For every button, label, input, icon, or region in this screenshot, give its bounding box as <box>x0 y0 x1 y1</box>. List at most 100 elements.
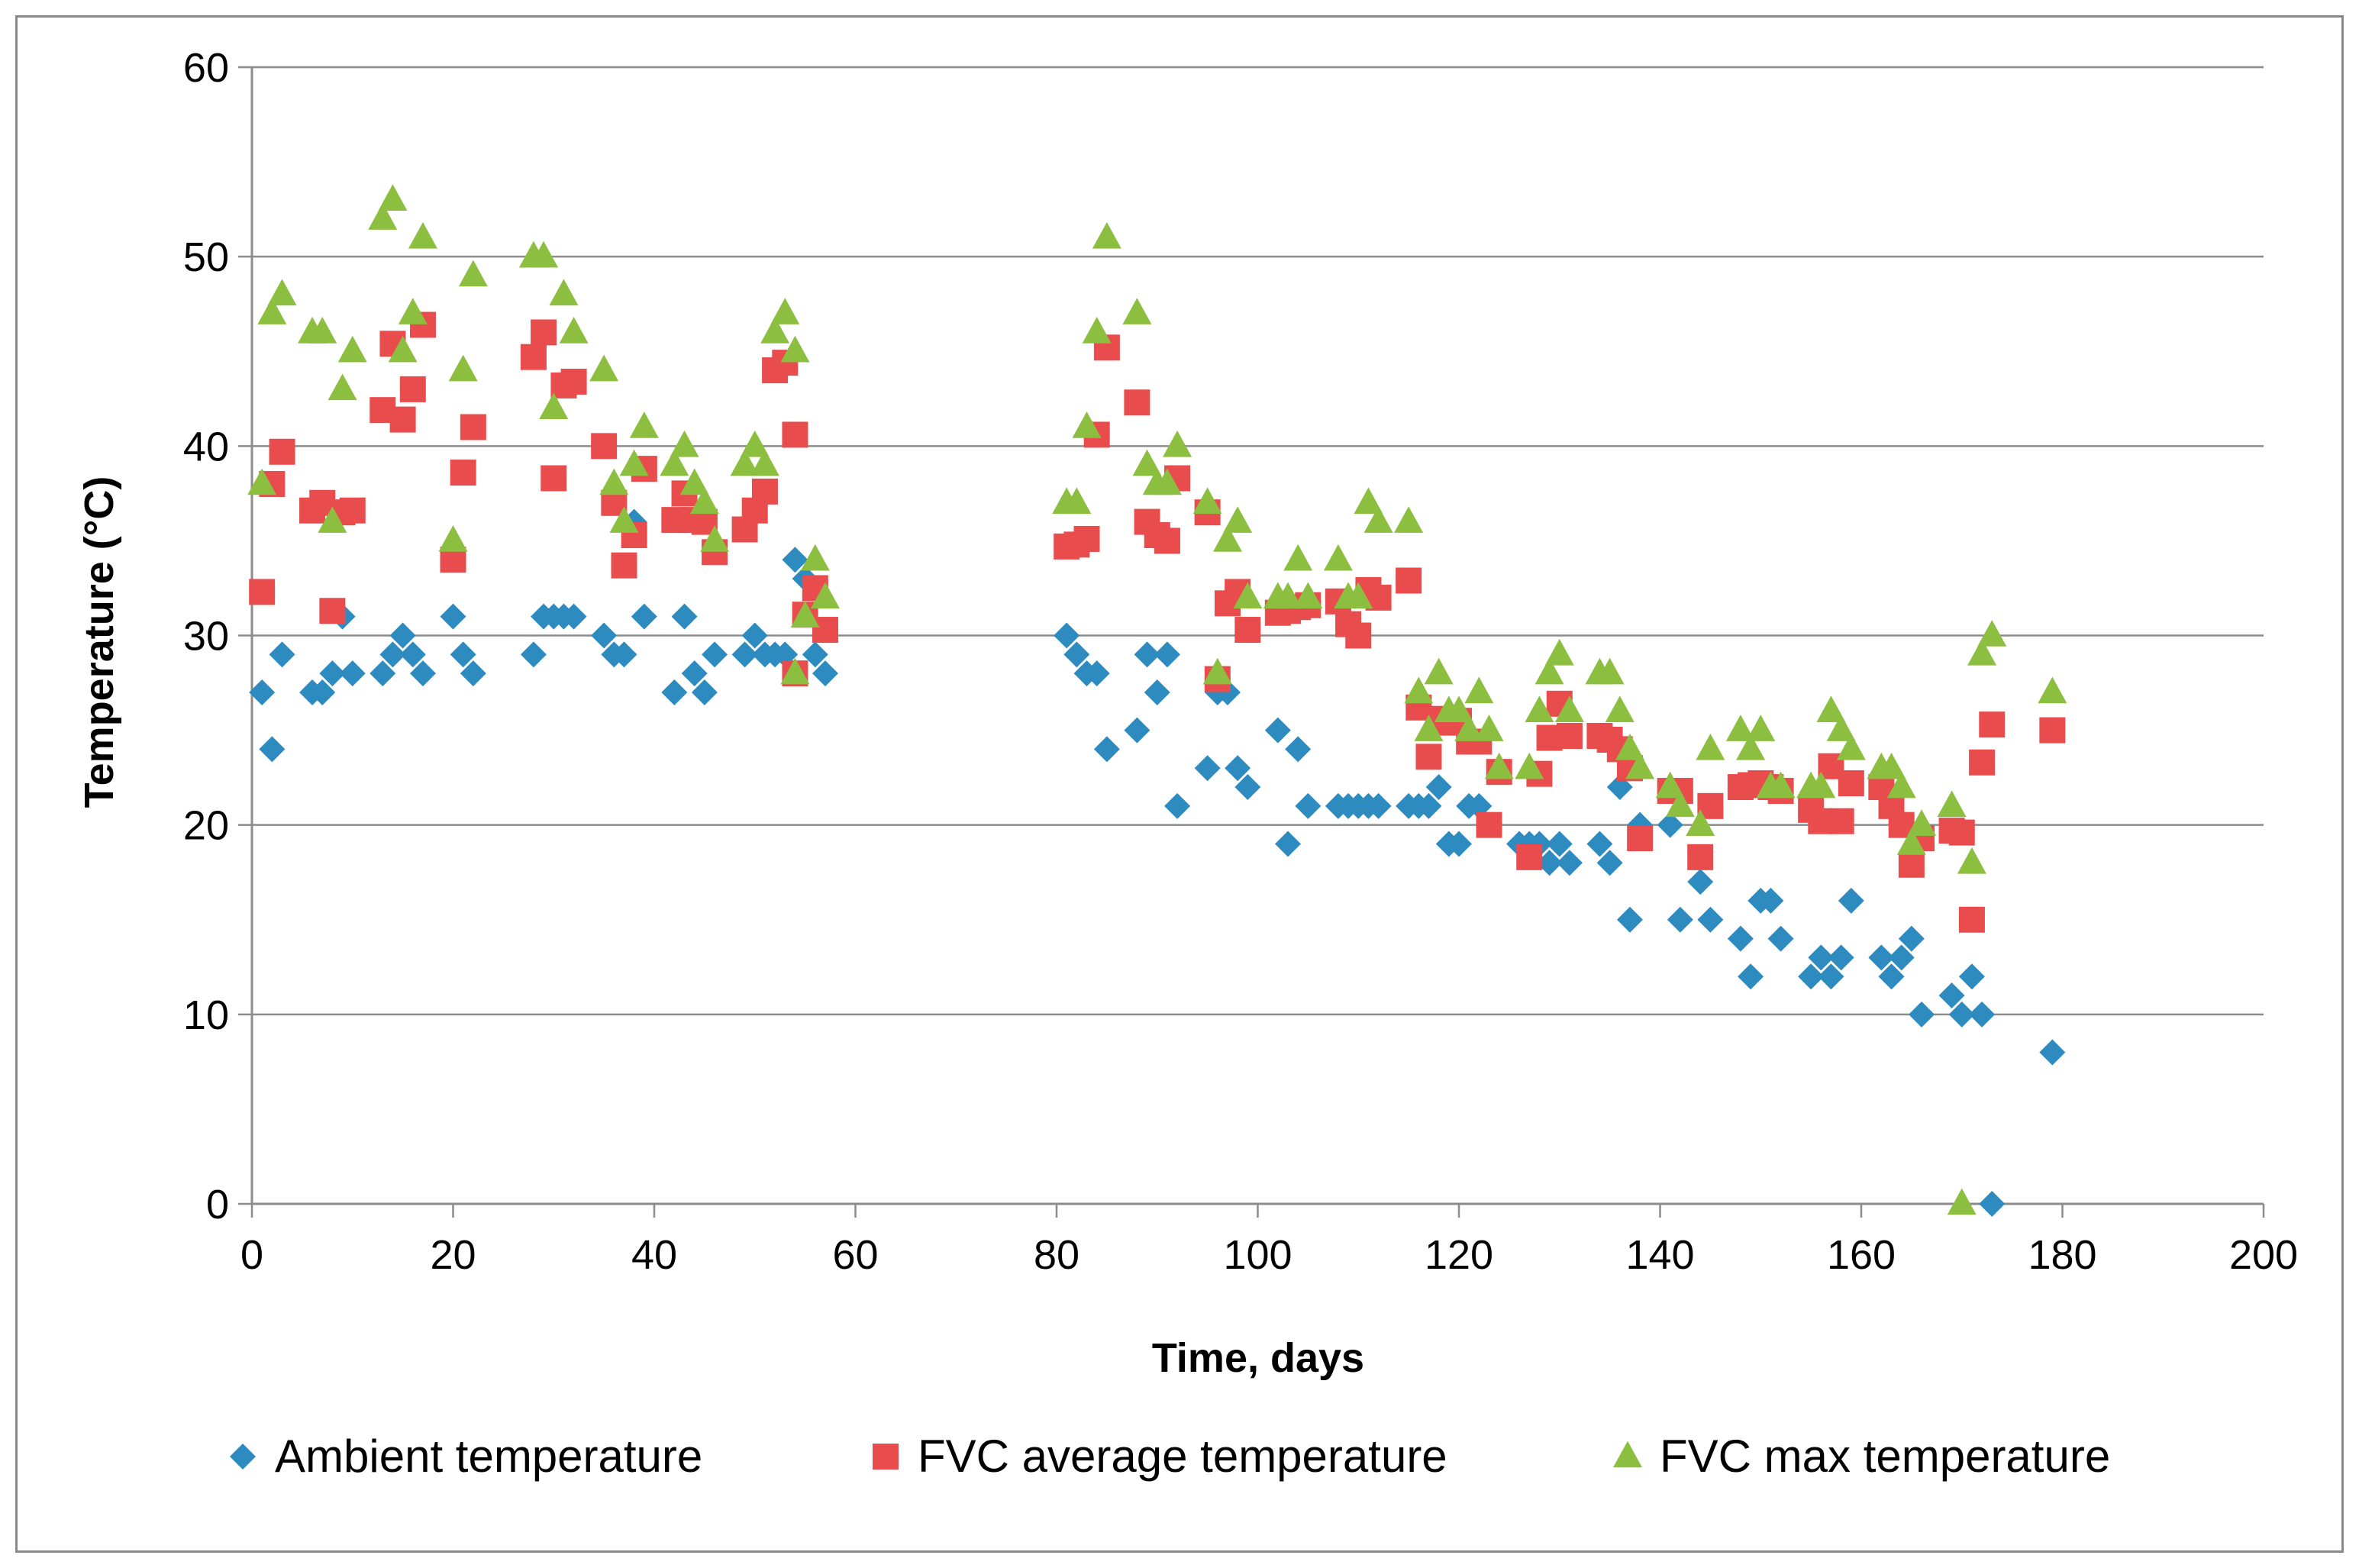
point-diamond-13 <box>440 603 466 630</box>
legend-label-0: Ambient temperature <box>275 1431 702 1482</box>
point-square-106 <box>1958 906 1985 933</box>
point-square-108 <box>1979 711 2006 738</box>
point-triangle-62 <box>1344 582 1373 609</box>
point-triangle-1 <box>257 298 287 324</box>
point-diamond-87 <box>1697 906 1724 933</box>
point-diamond-99 <box>1878 963 1905 990</box>
x-tick-label-160: 160 <box>1827 1232 1896 1278</box>
point-diamond-40 <box>1054 622 1080 649</box>
point-triangle-55 <box>1233 582 1263 609</box>
point-diamond-93 <box>1798 963 1825 990</box>
point-triangle-91 <box>1746 715 1776 741</box>
point-triangle-2 <box>267 279 297 306</box>
point-diamond-84 <box>1657 811 1683 838</box>
point-triangle-39 <box>800 544 830 571</box>
point-triangle-84 <box>1625 752 1655 779</box>
point-triangle-13 <box>438 525 468 552</box>
point-triangle-34 <box>760 317 790 344</box>
legend-marker-diamond <box>230 1444 256 1470</box>
point-triangle-90 <box>1736 734 1766 760</box>
point-triangle-20 <box>559 317 589 344</box>
point-diamond-44 <box>1093 736 1120 763</box>
y-tick-label-60: 60 <box>183 45 229 91</box>
point-diamond-89 <box>1738 963 1764 990</box>
point-square-40 <box>812 617 838 644</box>
point-diamond-66 <box>1415 792 1442 819</box>
legend-marker-triangle <box>1613 1441 1642 1468</box>
point-diamond-0 <box>249 679 276 705</box>
point-diamond-8 <box>370 660 396 687</box>
point-triangle-58 <box>1283 544 1313 571</box>
y-tick-label-40: 40 <box>183 424 229 469</box>
point-diamond-4 <box>309 679 336 705</box>
series-triangle-group <box>247 184 2067 1215</box>
point-diamond-38 <box>802 641 828 668</box>
point-triangle-45 <box>1092 221 1121 249</box>
x-tick-label-20: 20 <box>430 1232 476 1278</box>
legend-label-2: FVC max temperature <box>1660 1431 2110 1482</box>
point-diamond-48 <box>1154 641 1180 668</box>
point-diamond-97 <box>1838 887 1864 914</box>
point-square-0 <box>249 579 276 605</box>
point-diamond-12 <box>409 660 436 687</box>
y-tick-label-30: 30 <box>183 614 229 660</box>
point-triangle-32 <box>740 430 770 457</box>
point-diamond-107 <box>1979 1191 2006 1217</box>
point-diamond-67 <box>1425 774 1452 801</box>
tick-labels: 0 10 20 30 40 50 60 0 20 40 60 80 100 120 140 160 180 200 <box>183 45 2298 1278</box>
point-diamond-15 <box>460 660 486 687</box>
point-diamond-79 <box>1586 831 1613 857</box>
point-triangle-108 <box>1977 620 2007 647</box>
point-diamond-101 <box>1898 925 1925 952</box>
point-square-7 <box>339 497 366 524</box>
point-triangle-9 <box>378 184 408 211</box>
point-diamond-86 <box>1687 869 1714 895</box>
point-triangle-51 <box>1192 487 1222 515</box>
legend-label-1: FVC average temperature <box>918 1431 1447 1482</box>
point-diamond-102 <box>1909 1001 1935 1028</box>
point-diamond-58 <box>1295 792 1321 819</box>
point-triangle-49 <box>1152 468 1182 495</box>
point-triangle-93 <box>1766 771 1796 799</box>
point-diamond-49 <box>1164 792 1191 819</box>
point-triangle-36 <box>780 335 810 363</box>
point-square-87 <box>1687 844 1714 870</box>
point-diamond-100 <box>1888 944 1915 971</box>
legend-marker-square <box>873 1444 899 1470</box>
point-triangle-37 <box>780 657 810 685</box>
point-diamond-27 <box>671 603 698 630</box>
point-diamond-57 <box>1285 736 1312 763</box>
point-diamond-32 <box>741 622 768 649</box>
point-triangle-53 <box>1212 525 1242 552</box>
point-diamond-82 <box>1616 906 1643 933</box>
point-triangle-88 <box>1696 734 1725 760</box>
y-tick-label-0: 0 <box>206 1182 229 1228</box>
point-square-36 <box>782 421 808 448</box>
point-triangle-29 <box>689 487 719 515</box>
point-triangle-98 <box>1836 734 1866 760</box>
legend: Ambient temperature FVC average temperatu… <box>230 1431 2110 1482</box>
point-triangle-97 <box>1826 715 1856 741</box>
point-triangle-66 <box>1404 676 1434 704</box>
point-diamond-69 <box>1446 831 1472 857</box>
point-diamond-1 <box>259 736 286 763</box>
point-triangle-8 <box>368 203 398 230</box>
point-square-21 <box>591 433 618 460</box>
point-triangle-87 <box>1686 809 1715 836</box>
axes <box>238 66 2265 1218</box>
point-square-67 <box>1415 744 1442 770</box>
point-diamond-88 <box>1727 925 1754 952</box>
point-diamond-10 <box>389 622 416 649</box>
point-triangle-19 <box>549 279 579 306</box>
point-triangle-35 <box>770 298 800 324</box>
point-square-107 <box>1969 749 1996 776</box>
point-triangle-75 <box>1515 752 1544 779</box>
point-diamond-7 <box>339 660 366 687</box>
point-triangle-104 <box>1937 790 1967 818</box>
point-triangle-103 <box>1907 809 1937 836</box>
point-triangle-63 <box>1354 487 1383 515</box>
point-triangle-21 <box>589 354 619 382</box>
point-diamond-103 <box>1938 982 1965 1009</box>
legend-item-0: Ambient temperature <box>230 1431 702 1482</box>
y-tick-label-20: 20 <box>183 803 229 849</box>
